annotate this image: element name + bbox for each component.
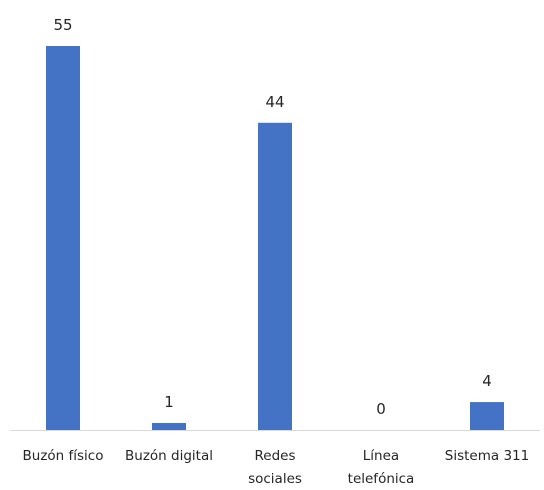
x-tick-label-0-line-0: Buzón físico bbox=[23, 448, 104, 464]
x-tick-label-0: Buzón físico bbox=[23, 448, 104, 464]
data-label-2: 44 bbox=[265, 93, 284, 111]
bar-1 bbox=[152, 423, 186, 430]
x-tick-labels-layer: Buzón físico Buzón digital Redes sociales Lí… bbox=[23, 448, 530, 487]
bar-0 bbox=[46, 46, 80, 430]
x-tick-label-1: Buzón digital bbox=[125, 448, 213, 464]
x-tick-label-4-line-0: Sistema 311 bbox=[445, 448, 529, 464]
x-tick-label-1-line-0: Buzón digital bbox=[125, 448, 213, 464]
x-tick-label-2-line-0: Redes bbox=[255, 448, 296, 464]
data-labels-layer: 55 1 44 0 4 bbox=[53, 16, 491, 418]
bar-4 bbox=[470, 402, 504, 430]
x-tick-label-4: Sistema 311 bbox=[445, 448, 529, 464]
x-tick-label-3: Línea telefónica bbox=[348, 448, 415, 486]
x-tick-label-3-line-0: Línea bbox=[363, 448, 399, 464]
data-label-0: 55 bbox=[53, 16, 72, 34]
data-label-1: 1 bbox=[164, 393, 174, 411]
x-tick-label-2-line-1: sociales bbox=[248, 471, 302, 486]
data-label-4: 4 bbox=[482, 372, 492, 390]
bar-2 bbox=[258, 122, 292, 431]
data-label-3: 0 bbox=[376, 400, 386, 418]
bars-layer bbox=[46, 46, 504, 431]
x-tick-label-2: Redes sociales bbox=[248, 448, 302, 486]
x-tick-label-3-line-1: telefónica bbox=[348, 471, 415, 486]
